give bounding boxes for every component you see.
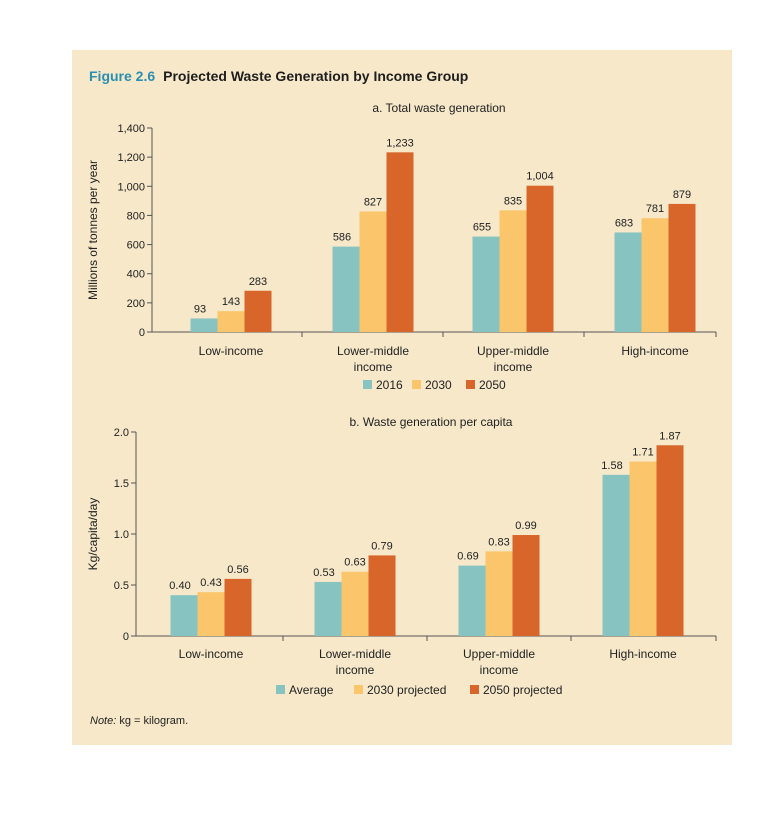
chart-b-category-label: income (480, 663, 519, 677)
chart-a-bar-value-label: 283 (249, 276, 267, 288)
chart-b-bar-value-label: 0.56 (227, 564, 248, 576)
chart-b-bar (368, 555, 396, 636)
chart-b-legend-label: 2050 projected (483, 683, 562, 697)
chart-b-category-label: Upper-middle (463, 647, 535, 661)
chart-b-y-axis-label: Kg/capita/day (86, 498, 100, 571)
chart-b-bar (341, 571, 369, 636)
chart-b-bar-value-label: 0.99 (515, 520, 536, 532)
chart-b-bar-value-label: 0.63 (344, 557, 365, 569)
chart-b-bar (512, 535, 540, 636)
chart-b-bar (170, 595, 198, 636)
chart-a-bar-value-label: 143 (222, 296, 240, 308)
chart-a-y-tick-label: 600 (127, 240, 145, 252)
chart-b-bar (602, 474, 630, 636)
chart-a-title: a. Total waste generation (372, 101, 505, 115)
chart-b-title: b. Waste generation per capita (350, 415, 513, 429)
chart-b-legend-label: Average (289, 683, 334, 697)
chart-a-category-label: Low-income (199, 344, 264, 358)
chart-a-bar-value-label: 827 (364, 196, 382, 208)
chart-b-legend-swatch (276, 685, 285, 694)
chart-a-y-tick-label: 800 (127, 210, 145, 222)
chart-a-bar-value-label: 1,004 (526, 171, 554, 183)
chart-a-category-label: High-income (621, 344, 689, 358)
chart-a-category-label: Upper-middle (477, 344, 549, 358)
chart-a-bar-value-label: 93 (194, 303, 206, 315)
chart-a-legend-label: 2050 (479, 378, 506, 392)
figure-heading: Figure 2.6 Projected Waste Generation by … (89, 68, 468, 84)
chart-b-bar-value-label: 0.79 (371, 540, 392, 552)
chart-a-bar (641, 218, 669, 332)
chart-a-bar (190, 318, 218, 332)
chart-a-category-label: income (354, 360, 393, 374)
chart-b-category-label: High-income (609, 647, 677, 661)
chart-b-category-label: Low-income (179, 647, 244, 661)
chart-a-legend-swatch (466, 380, 475, 389)
chart-a-bar (499, 210, 527, 332)
chart-b-y-tick-label: 1.5 (114, 478, 129, 490)
chart-a-y-tick-label: 0 (139, 327, 145, 339)
chart-a-y-tick-label: 1,400 (117, 123, 145, 135)
chart-b-bar (314, 581, 342, 636)
note-text: kg = kilogram. (116, 715, 189, 727)
chart-a-bar (244, 290, 272, 332)
chart-a-legend-swatch (412, 380, 421, 389)
figure-title: Projected Waste Generation by Income Gro… (163, 68, 469, 84)
chart-a-y-tick-label: 1,200 (117, 152, 145, 164)
chart-a-legend-swatch (363, 380, 372, 389)
chart-b-bar-value-label: 0.53 (313, 567, 334, 579)
chart-b-bar-value-label: 0.83 (488, 536, 509, 548)
chart-a-bar-value-label: 781 (646, 203, 664, 215)
chart-b-legend-swatch (470, 685, 479, 694)
chart-b-y-tick-label: 0 (123, 631, 129, 643)
chart-a-bar (217, 311, 245, 332)
chart-a-bar (472, 236, 500, 332)
chart-a-bar-value-label: 835 (504, 195, 522, 207)
chart-b-bar (629, 461, 657, 636)
chart-b-bar (458, 565, 486, 636)
chart-b-category-label: income (336, 663, 375, 677)
figure-number: Figure 2.6 (89, 68, 156, 84)
chart-a-bar-value-label: 683 (615, 217, 633, 229)
chart-a-legend-label: 2016 (376, 378, 403, 392)
chart-b-bar (197, 592, 225, 636)
chart-a-y-tick-label: 400 (127, 269, 145, 281)
chart-b-bar-value-label: 0.40 (169, 580, 190, 592)
chart-b-bar-value-label: 1.87 (659, 430, 680, 442)
chart-a-bar (359, 211, 387, 332)
chart-b-legend-label: 2030 projected (367, 683, 446, 697)
chart-b-bar (224, 578, 252, 636)
chart-b-bar-value-label: 1.71 (632, 447, 653, 459)
chart-a-bar (614, 232, 642, 332)
chart-b-legend-swatch (354, 685, 363, 694)
chart-b-bar-value-label: 1.58 (601, 460, 622, 472)
chart-a-category-label: Lower-middle (337, 344, 409, 358)
chart-a-y-tick-label: 200 (127, 298, 145, 310)
chart-a-bar (668, 203, 696, 332)
chart-b-y-tick-label: 2.0 (114, 427, 129, 439)
chart-b-y-tick-label: 1.0 (114, 529, 129, 541)
chart-a-bar-value-label: 879 (673, 189, 691, 201)
chart-b-y-tick-label: 0.5 (114, 580, 129, 592)
chart-b-category-label: Lower-middle (319, 647, 391, 661)
chart-a-y-tick-label: 1,000 (117, 181, 145, 193)
chart-a-bar-value-label: 586 (333, 232, 351, 244)
chart-b-bar-value-label: 0.69 (457, 551, 478, 563)
chart-a-bar (526, 185, 554, 332)
chart-a-legend-label: 2030 (425, 378, 452, 392)
chart-a-bar (386, 152, 414, 332)
chart-a-bar-value-label: 655 (473, 222, 491, 234)
note-label: Note: (90, 715, 117, 727)
chart-b-bar-value-label: 0.43 (200, 577, 221, 589)
chart-a-bar (332, 246, 360, 332)
chart-b-bar (656, 445, 684, 636)
chart-a-category-label: income (494, 360, 533, 374)
chart-a-bar-value-label: 1,233 (386, 137, 414, 149)
chart-b-bar (485, 551, 513, 636)
chart-a-y-axis-label: Millions of tonnes per year (86, 160, 100, 300)
figure-note: Note: kg = kilogram. (90, 715, 188, 727)
